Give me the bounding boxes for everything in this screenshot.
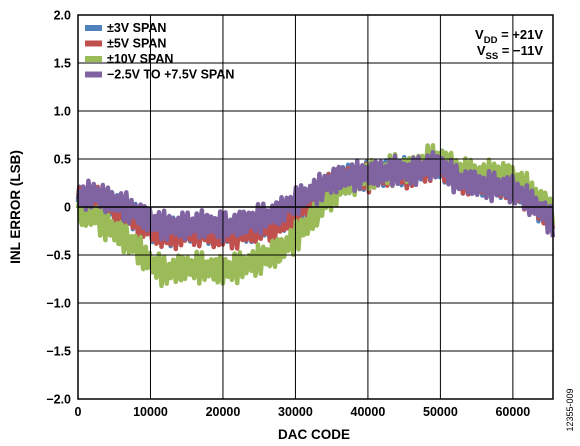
series-4-point	[454, 177, 456, 179]
series-4-point	[193, 223, 195, 225]
y-tick-label: −1.0	[46, 297, 71, 311]
series-3-point	[323, 201, 325, 203]
series-4-point	[497, 185, 499, 187]
legend-item: ±10V SPAN	[85, 52, 173, 66]
series-4-point	[323, 185, 325, 187]
series-layer	[75, 142, 556, 289]
vdd-annotation-main: V	[475, 27, 484, 42]
series-4-point	[483, 185, 485, 187]
series-4-point	[178, 225, 181, 227]
y-tick-label: 0	[64, 201, 71, 215]
series-3-point	[193, 265, 195, 268]
x-tick-label: 50000	[423, 405, 458, 419]
series-4-point	[410, 171, 412, 173]
plot-frame	[77, 14, 554, 400]
x-tick-label: 60000	[495, 405, 530, 419]
series-4-point	[381, 171, 383, 173]
legend-item: ±5V SPAN	[85, 37, 166, 51]
series-3-point	[106, 225, 108, 227]
series-3-point	[309, 220, 311, 222]
vdd-annotation-sub: DD	[484, 35, 498, 46]
y-axis-title: INL ERROR (LSB)	[8, 150, 23, 264]
x-tick-label: 10000	[133, 405, 168, 419]
x-tick-label: 0	[75, 405, 82, 419]
series-3-point	[251, 262, 253, 264]
series-3-point	[497, 173, 499, 175]
series-4-point	[120, 204, 123, 206]
y-tick-label: −0.5	[46, 249, 71, 263]
y-tick-label: 0.5	[54, 153, 71, 167]
series-3-point	[91, 214, 94, 216]
y-tick-label: 1.5	[54, 57, 71, 71]
series-3-point	[178, 267, 181, 269]
series-4-point	[396, 169, 398, 172]
tick-label-layer: 0 10000 20000 30000 40000 50000 60000 −2.0 −1.5 −…	[46, 9, 530, 420]
legend-item: −2.5V TO +7.5V SPAN	[85, 68, 234, 82]
x-tick-label: 40000	[351, 405, 386, 419]
grid-layer	[77, 14, 554, 400]
series-3-point	[164, 271, 166, 273]
legend-label: ±3V SPAN	[107, 21, 166, 35]
series-3-point	[135, 246, 137, 248]
vss-annotation-rest: = −11V	[498, 43, 543, 58]
legend-label: ±10V SPAN	[107, 52, 173, 66]
series-4-point	[91, 193, 94, 195]
series-4-point	[251, 219, 253, 221]
series-4-point	[236, 223, 239, 225]
series-4-point	[164, 225, 166, 227]
legend-swatch	[85, 56, 102, 62]
vdd-annotation-rest: = +21V	[497, 27, 543, 42]
y-tick-label: −2.0	[46, 393, 71, 407]
vss-annotation-main: V	[477, 43, 486, 58]
series-4-point	[280, 210, 282, 212]
series-4-point	[541, 210, 543, 212]
legend-swatch	[85, 40, 102, 47]
series-4-point	[135, 212, 137, 214]
series-3-point	[265, 256, 267, 258]
series-4-point	[468, 181, 470, 183]
legend-item: ±3V SPAN	[85, 21, 166, 35]
figure-id: 12355-009	[565, 388, 575, 431]
series-3-point	[120, 235, 123, 237]
series-4-point	[265, 216, 267, 218]
vss-annotation-sub: SS	[485, 51, 498, 62]
x-axis-title: DAC CODE	[278, 427, 350, 442]
series-3-point	[280, 249, 282, 251]
legend-swatch	[85, 71, 102, 78]
series-4-point	[526, 198, 529, 200]
series-line-4	[75, 150, 556, 244]
series-4-point	[425, 166, 427, 168]
y-tick-label: −1.5	[46, 345, 71, 359]
series-4-point	[309, 193, 311, 195]
series-4-point	[106, 198, 108, 200]
series-4-point	[338, 177, 340, 179]
vss-annotation: VSS = −11V	[477, 43, 544, 62]
x-tick-label: 20000	[206, 405, 241, 419]
y-tick-label: 2.0	[54, 9, 71, 23]
legend-label: −2.5V TO +7.5V SPAN	[107, 68, 234, 82]
series-4-point	[207, 223, 210, 225]
series-2-point	[251, 229, 253, 231]
series-3-point	[236, 266, 239, 269]
vdd-annotation: VDD = +21V	[475, 27, 543, 46]
legend-swatch	[85, 25, 102, 31]
legend: ±3V SPAN ±5V SPAN±10V SPAN −2.5V TO +7.5V …	[85, 21, 234, 82]
series-3-point	[207, 267, 210, 269]
y-tick-label: 1.0	[54, 105, 71, 119]
series-4-point	[352, 175, 354, 177]
x-tick-label: 30000	[278, 405, 313, 419]
legend-label: ±5V SPAN	[107, 37, 166, 51]
